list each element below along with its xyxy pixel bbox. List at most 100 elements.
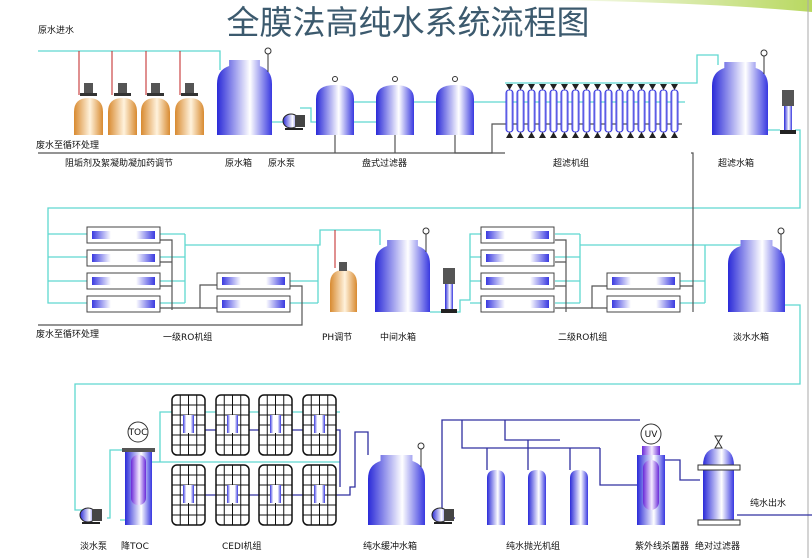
polish-column-2: [528, 470, 546, 525]
header-swoosh: [540, 0, 812, 12]
uf-membrane-15: [659, 89, 668, 133]
uf-booster-pump: [784, 106, 792, 130]
page-title: 全膜法高纯水系统流程图: [227, 3, 590, 42]
cedi-stack: [183, 485, 194, 503]
disc-filter-3: [436, 85, 474, 135]
label-raw-pump: 原水泵: [268, 157, 295, 169]
cedi-module-3: [258, 394, 293, 456]
cedi-stack: [227, 415, 238, 433]
uv-cap: [642, 446, 660, 455]
label-waste-1: 废水至循环处理: [36, 139, 99, 151]
uf-membrane-11: [615, 89, 624, 133]
level-gauge-icon: [264, 47, 272, 55]
label-mid-tank: 中间水箱: [380, 331, 416, 343]
label-disc-filter: 盘式过滤器: [362, 157, 407, 169]
cedi-module-8: [302, 464, 337, 526]
dosing-motor-base: [80, 93, 97, 96]
raw-water-tank: [217, 60, 272, 135]
uf-membrane-8: [582, 89, 591, 133]
dosing-tank-2: [108, 98, 137, 135]
ro1-stage2-module-2-membrane: [222, 300, 285, 308]
dosing-motor-icon: [84, 83, 93, 93]
uf-membrane-6: [560, 89, 569, 133]
label-cedi: CEDI机组: [222, 540, 262, 552]
uf-water-tank: [712, 62, 768, 135]
equipment: [74, 47, 796, 526]
toc-badge: TOC: [128, 428, 148, 438]
label-fresh-tank: 淡水水箱: [733, 331, 769, 343]
label-raw-water-in: 原水进水: [38, 24, 74, 36]
ro2-stage1-module-1-membrane: [486, 231, 549, 239]
uf-booster-pump-base: [780, 130, 796, 134]
dosing-motor-base: [181, 93, 198, 96]
ro2-booster-pump-motor: [443, 268, 455, 284]
cedi-stack: [270, 485, 281, 503]
dosing-motor-base: [147, 93, 164, 96]
ro2-stage1-module-3-membrane: [486, 277, 549, 285]
label-toc: 降TOC: [121, 540, 149, 552]
ro1-stage1-module-2-membrane: [92, 254, 155, 262]
level-gauge-icon: [760, 49, 768, 57]
filter-base: [697, 519, 741, 526]
cedi-module-7: [258, 464, 293, 526]
pressure-gauge-icon: [332, 76, 338, 82]
label-dosing: 阻垢剂及絮凝助凝加药调节: [65, 157, 173, 169]
toc-lamp: [131, 455, 146, 505]
intermediate-tank: [375, 240, 430, 312]
dosing-tank-1: [74, 98, 103, 135]
label-uf-tank: 超滤水箱: [718, 157, 754, 169]
ro2-stage2-module-1-membrane: [612, 277, 675, 285]
uf-booster-pump-motor: [782, 90, 794, 106]
uf-membrane-3: [527, 89, 536, 133]
labels: 原水进水 废水至循环处理 阻垢剂及絮凝助凝加药调节 原水箱 原水泵 盘式过滤器 …: [36, 24, 786, 552]
ro2-stage2-module-2-membrane: [612, 300, 675, 308]
pure-water-pump-base: [434, 522, 452, 524]
fresh-water-tank: [728, 240, 785, 312]
label-pure-out: 纯水出水: [750, 497, 786, 509]
label-ph: PH调节: [322, 332, 352, 343]
label-buffer-tank: 纯水缓冲水箱: [363, 540, 417, 552]
uv-lamp: [643, 460, 659, 510]
uf-membrane-7: [571, 89, 580, 133]
cedi-module-6: [215, 464, 250, 526]
uf-membrane-16: [670, 89, 679, 133]
label-waste-2: 废水至循环处理: [36, 328, 99, 340]
ro1-stage1-module-3-membrane: [92, 277, 155, 285]
pure-water-pump-motor: [444, 509, 454, 521]
label-ro2: 二级RO机组: [558, 331, 607, 343]
raw-water-pump-motor: [295, 115, 305, 127]
absolute-filter: [703, 448, 734, 525]
label-abs-filter: 绝对过滤器: [695, 540, 740, 552]
label-fresh-pump: 淡水泵: [80, 540, 107, 552]
ro1-stage1-module-1-membrane: [92, 231, 155, 239]
level-gauge-icon: [417, 442, 425, 450]
disc-filter-1: [316, 85, 354, 135]
label-uv: 紫外线杀菌器: [635, 540, 689, 552]
raw-water-pump-base: [285, 128, 303, 130]
uf-membrane-13: [637, 89, 646, 133]
pure-buffer-tank: [368, 455, 425, 525]
filter-flange: [697, 464, 741, 471]
pressure-gauge-icon: [392, 76, 398, 82]
uf-membrane-1: [505, 89, 514, 133]
ph-motor-icon: [339, 262, 347, 271]
uf-membrane-4: [538, 89, 547, 133]
disc-filter-2: [376, 85, 414, 135]
label-uf-unit: 超滤机组: [553, 157, 589, 169]
cedi-stack: [183, 415, 194, 433]
dosing-motor-icon: [185, 83, 194, 93]
ro2-stage1-module-2-membrane: [486, 254, 549, 262]
dosing-motor-icon: [151, 83, 160, 93]
pressure-gauge-icon: [452, 76, 458, 82]
toc-meter-icon: [127, 421, 149, 443]
cedi-stack: [270, 415, 281, 433]
cedi-stack: [314, 485, 325, 503]
label-raw-tank: 原水箱: [225, 157, 252, 169]
level-gauge-icon: [422, 227, 430, 235]
uf-membrane-12: [626, 89, 635, 133]
cedi-stack: [227, 485, 238, 503]
uf-membrane-14: [648, 89, 657, 133]
ro2-booster-pump: [445, 284, 453, 309]
ro1-stage2-module-1-membrane: [222, 277, 285, 285]
